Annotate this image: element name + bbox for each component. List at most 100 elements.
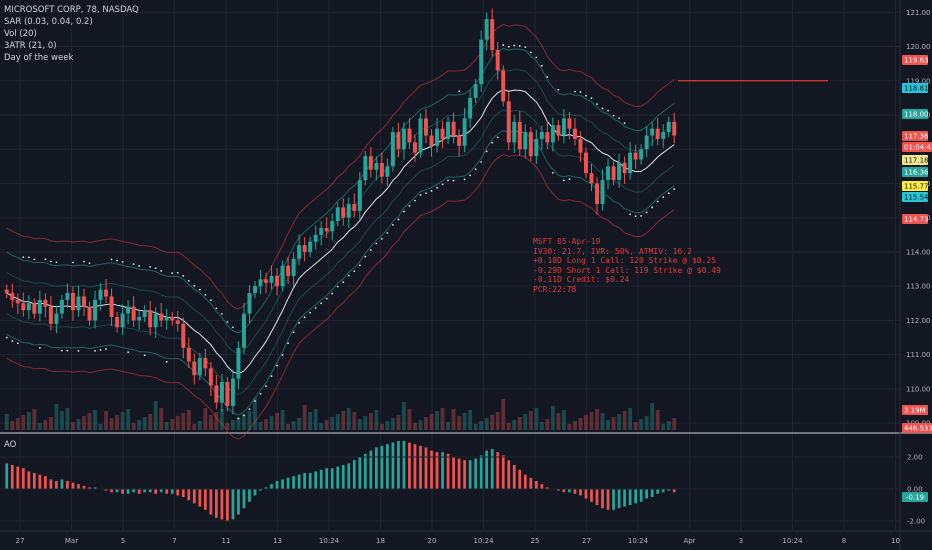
legend-sar[interactable]: SAR (0.03, 0.04, 0.2) — [4, 17, 93, 27]
legend-dow[interactable]: Day of the week — [4, 53, 74, 63]
ao-bar — [226, 489, 229, 521]
sar-dot — [557, 88, 560, 91]
ao-bar — [656, 489, 660, 494]
ao-bar — [176, 489, 180, 496]
candle — [567, 118, 572, 129]
volume-bar — [561, 410, 566, 430]
ao-bar — [198, 489, 202, 507]
sar-dot — [469, 174, 472, 177]
candle — [225, 382, 230, 407]
sar-dot — [452, 179, 455, 182]
sar-dot — [127, 351, 130, 354]
sar-dot — [259, 392, 262, 395]
legend-atr[interactable]: 3ATR (21, 0) — [4, 41, 57, 51]
candle — [600, 180, 605, 205]
sar-dot — [375, 242, 378, 245]
volume-bar — [424, 417, 428, 430]
candle — [396, 132, 401, 150]
ao-bar — [363, 453, 367, 489]
legend-title[interactable]: MICROSOFT CORP, 78, NASDAQ — [4, 5, 139, 15]
time-tick-label: 3 — [739, 537, 743, 545]
sar-dot — [386, 232, 389, 234]
candle — [26, 303, 31, 311]
time-tick-label: 10:24 — [782, 537, 803, 545]
legend-vol[interactable]: Vol (20) — [4, 29, 37, 39]
sar-dot — [204, 294, 207, 296]
ao-bar — [391, 442, 395, 489]
volume-bar — [120, 412, 125, 430]
candle — [319, 227, 324, 235]
sar-dot — [116, 259, 118, 262]
sar-dot — [61, 349, 63, 352]
ao-bar — [374, 447, 378, 489]
volume-bar — [418, 420, 423, 430]
sar-dot — [165, 360, 168, 363]
ao-bar — [490, 449, 494, 489]
ao-bar — [110, 489, 113, 493]
ao-bar — [220, 489, 224, 520]
candle — [54, 313, 59, 324]
candle — [484, 19, 489, 40]
volume-bar — [429, 414, 434, 430]
volume-bar — [462, 413, 467, 430]
volume-bar — [208, 415, 213, 430]
candle — [412, 142, 417, 153]
price-tick-label: 120.00 — [906, 43, 931, 51]
volume-bar — [192, 424, 197, 430]
candle — [70, 293, 75, 311]
sar-dot — [403, 210, 405, 213]
ao-bar — [501, 455, 505, 489]
ao-bar — [352, 460, 356, 489]
volume-bar — [606, 420, 610, 430]
candle — [523, 132, 528, 150]
time-tick-label: 25 — [531, 537, 540, 545]
ao-bar — [237, 489, 240, 515]
ao-bar — [507, 460, 511, 489]
time-tick-label: 10:24 — [473, 537, 494, 545]
legend-ao[interactable]: AO — [4, 440, 17, 450]
candle — [473, 84, 478, 98]
price-badge-label: 446.533K — [904, 425, 932, 433]
ao-bar — [126, 489, 130, 494]
volume-bar — [181, 413, 186, 430]
volume-bar — [501, 399, 506, 430]
candle — [534, 138, 539, 157]
sar-dot — [662, 196, 665, 199]
candle — [148, 310, 153, 328]
time-tick-label: 10:24 — [319, 537, 340, 545]
volume-bar — [104, 411, 108, 430]
volume-bar — [528, 411, 533, 430]
sar-dot — [325, 297, 328, 300]
sar-dot — [579, 91, 582, 93]
candle — [633, 152, 638, 160]
ao-bar — [523, 474, 527, 489]
volume-bar — [21, 415, 26, 430]
price-badge-label: 117.18 — [904, 157, 929, 165]
volume-bar — [573, 421, 577, 430]
price-badge-bg — [902, 131, 928, 141]
ao-bar — [55, 481, 58, 489]
volume-bar — [148, 414, 153, 430]
ao-bar — [93, 487, 97, 489]
annotation-line: PCR:22:78 — [533, 284, 577, 294]
candle — [330, 221, 335, 232]
ao-bar — [330, 468, 334, 489]
ao-bar — [121, 489, 124, 494]
sar-dot — [5, 336, 8, 339]
candle — [424, 118, 428, 136]
volume-bar — [341, 411, 346, 430]
sar-dot — [551, 171, 554, 174]
sar-dot — [436, 186, 438, 189]
time-tick-label: 10 — [891, 537, 900, 545]
annotation-line: MSFT 05-Apr-19 — [533, 237, 601, 246]
candle — [15, 299, 20, 304]
price-badge-bg — [902, 405, 928, 415]
volume-bar — [363, 416, 368, 430]
volume-bar — [275, 413, 279, 430]
ao-bar — [248, 489, 251, 502]
volume-bar — [308, 412, 313, 430]
volume-bar — [595, 409, 599, 430]
candle — [291, 258, 296, 276]
sar-dot — [419, 194, 422, 196]
